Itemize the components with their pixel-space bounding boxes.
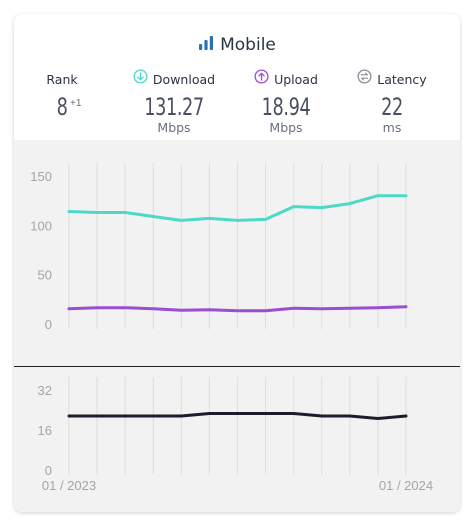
upload-label: Upload (274, 71, 318, 87)
download-value: 131.27 (144, 93, 204, 121)
rank-delta: +1 (70, 98, 82, 109)
chart-area: 0 50 100 150 0 16 32 01 / 2023 01 / 2024 (14, 140, 460, 512)
download-label: Download (152, 71, 216, 87)
chart-divider (14, 366, 460, 367)
y-tick-label: 150 (30, 169, 52, 184)
latency-label: Latency (377, 71, 427, 87)
stat-rank: Rank 8 +1 (14, 70, 122, 122)
download-arrow-icon (133, 69, 148, 89)
y-tick-label: 0 (45, 317, 52, 332)
x-tick-label: 01 / 2024 (379, 478, 433, 493)
y-tick-label: 0 (45, 463, 52, 478)
y-tick-label: 100 (30, 218, 52, 233)
stat-latency: Latency 22 ms (332, 69, 452, 135)
upload-arrow-icon (254, 69, 269, 89)
series-line-latency (67, 412, 408, 420)
speed-card: Mobile Rank 8 +1 Download 131.27 Mbps (14, 14, 460, 512)
stat-upload: Upload 18.94 Mbps (226, 69, 346, 135)
latency-swap-icon (357, 69, 372, 89)
series-line-download (67, 194, 408, 222)
y-tick-label: 16 (38, 423, 52, 438)
stats-row: Rank 8 +1 Download 131.27 Mbps (14, 69, 460, 150)
x-tick-label: 01 / 2023 (42, 478, 96, 493)
rank-value: 8 (56, 93, 68, 121)
download-unit: Mbps (157, 120, 191, 135)
latency-unit: ms (382, 120, 402, 135)
y-tick-label: 32 (38, 383, 52, 398)
stat-download: Download 131.27 Mbps (114, 69, 234, 135)
upload-unit: Mbps (269, 120, 303, 135)
card-header: Mobile (14, 32, 460, 58)
latency-chart: 0 16 32 01 / 2023 01 / 2024 (38, 377, 433, 493)
upload-value: 18.94 (261, 93, 311, 121)
speed-chart: 0 50 100 150 (30, 163, 408, 332)
rank-label: Rank (46, 71, 78, 87)
y-tick-label: 50 (38, 268, 52, 283)
series-line-upload (67, 305, 408, 313)
card-title: Mobile (220, 35, 276, 55)
latency-value: 22 (381, 93, 403, 121)
signal-bars-icon (198, 35, 214, 56)
